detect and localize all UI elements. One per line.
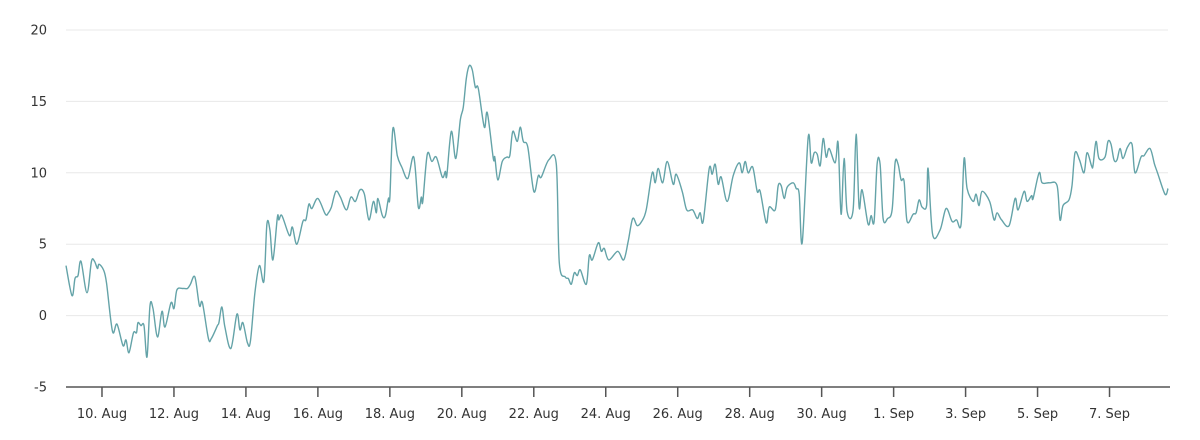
x-tick-label: 24. Aug bbox=[581, 407, 631, 422]
x-tick-label: 5. Sep bbox=[1017, 407, 1058, 422]
x-tick-label: 26. Aug bbox=[653, 407, 703, 422]
series-line bbox=[65, 64, 1169, 358]
x-tick-label: 20. Aug bbox=[437, 407, 487, 422]
x-tick-label: 14. Aug bbox=[221, 407, 271, 422]
x-tick-label: 30. Aug bbox=[797, 407, 847, 422]
x-tick-label: 3. Sep bbox=[945, 407, 986, 422]
x-tick-label: 7. Sep bbox=[1089, 407, 1130, 422]
gridlines bbox=[66, 29, 1168, 317]
y-tick-label: 0 bbox=[39, 309, 47, 324]
series-layer bbox=[65, 64, 1169, 358]
y-axis-labels: 20 15 10 5 0 -5 bbox=[30, 24, 47, 396]
x-tick-label: 1. Sep bbox=[873, 407, 914, 422]
x-tick-label: 18. Aug bbox=[365, 407, 415, 422]
y-tick-label: 15 bbox=[30, 95, 47, 110]
y-tick-label: 20 bbox=[30, 24, 47, 39]
y-tick-label: 10 bbox=[30, 166, 47, 181]
x-axis: 10. Aug 12. Aug 14. Aug 16. Aug 18. Aug 20. A… bbox=[66, 386, 1170, 422]
x-tick-label: 12. Aug bbox=[149, 407, 199, 422]
x-tick-label: 16. Aug bbox=[293, 407, 343, 422]
x-tick-label: 22. Aug bbox=[509, 407, 559, 422]
x-tick-label: 10. Aug bbox=[77, 407, 127, 422]
y-tick-label: 5 bbox=[39, 238, 47, 253]
x-tick-label: 28. Aug bbox=[725, 407, 775, 422]
y-tick-label: -5 bbox=[34, 381, 47, 396]
